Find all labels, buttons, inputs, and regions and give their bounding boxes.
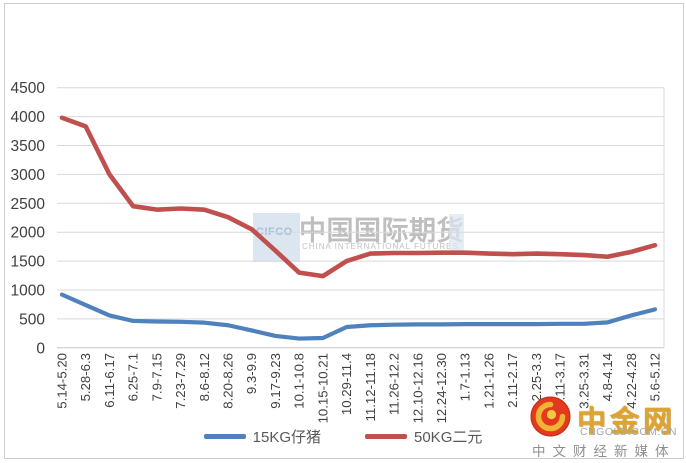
svg-text:5.28-6.3: 5.28-6.3 [78, 353, 93, 401]
svg-text:6.11-6.17: 6.11-6.17 [102, 353, 117, 408]
svg-text:3000: 3000 [11, 167, 46, 184]
svg-text:2500: 2500 [11, 196, 46, 213]
svg-text:7.23-7.29: 7.23-7.29 [173, 353, 188, 409]
y-axis-labels: 0 500 1000 1500 2000 2500 3000 3500 4000 4500 [11, 80, 46, 357]
svg-text:3.25-3.31: 3.25-3.31 [576, 353, 591, 409]
svg-text:11.12-11.18: 11.12-11.18 [363, 353, 378, 421]
svg-text:10.1-10.8: 10.1-10.8 [292, 353, 307, 409]
legend-item-piglet-15kg: 15KG仔猪 [203, 426, 321, 447]
svg-text:10.15-10.21: 10.15-10.21 [315, 353, 330, 423]
svg-text:9.17-9.23: 9.17-9.23 [268, 353, 283, 409]
svg-text:2000: 2000 [11, 225, 46, 242]
watermark-title: 中国国际期货 [299, 216, 464, 246]
svg-text:3.11-3.17: 3.11-3.17 [553, 353, 568, 408]
x-axis-labels: 5.14-5.20 5.28-6.3 6.11-6.17 6.25-7.1 7.9-7.… [54, 353, 662, 423]
legend-label-piglet-15kg: 15KG仔猪 [252, 429, 321, 446]
svg-text:500: 500 [19, 311, 45, 328]
svg-text:9.3-9.9: 9.3-9.9 [244, 353, 259, 394]
series-line-red-50kg [59, 115, 658, 279]
svg-text:1.7-1.13: 1.7-1.13 [458, 353, 473, 401]
svg-text:5.6-5.12: 5.6-5.12 [647, 353, 662, 401]
svg-text:4.22-4.28: 4.22-4.28 [624, 353, 639, 409]
svg-text:2.11-2.17: 2.11-2.17 [505, 353, 520, 408]
svg-text:8.6-8.12: 8.6-8.12 [197, 353, 212, 401]
svg-text:10.29-11.4: 10.29-11.4 [339, 353, 354, 415]
legend-item-gilt-50kg: 50KG二元 [365, 426, 482, 447]
watermark-subtitle: CHINA INTERNATIONAL FUTURES [302, 242, 459, 251]
svg-text:4500: 4500 [11, 80, 46, 97]
svg-text:1500: 1500 [11, 254, 46, 271]
series-line-blue-15kg [59, 292, 658, 341]
svg-text:4000: 4000 [11, 109, 46, 126]
svg-text:2.25-3.3: 2.25-3.3 [529, 353, 544, 401]
legend-label-gilt-50kg: 50KG二元 [414, 429, 483, 446]
svg-text:12.10-12.16: 12.10-12.16 [410, 353, 425, 423]
legend-line-swatch-blue [203, 434, 246, 439]
svg-text:0: 0 [36, 340, 45, 357]
svg-text:3500: 3500 [11, 138, 46, 155]
svg-text:4.8-4.14: 4.8-4.14 [600, 353, 615, 401]
svg-text:1.21-1.26: 1.21-1.26 [481, 353, 496, 409]
svg-text:11.26-12.2: 11.26-12.2 [387, 353, 402, 415]
svg-text:8.20-8.26: 8.20-8.26 [221, 353, 236, 409]
y-gridlines [57, 87, 665, 349]
svg-text:1000: 1000 [11, 283, 46, 300]
svg-text:7.9-7.15: 7.9-7.15 [149, 353, 164, 401]
chart-legend: 15KG仔猪 50KG二元 [0, 426, 686, 447]
svg-text:6.25-7.1: 6.25-7.1 [126, 353, 141, 401]
svg-text:12.24-12.30: 12.24-12.30 [434, 353, 449, 423]
svg-text:5.14-5.20: 5.14-5.20 [54, 353, 69, 409]
legend-line-swatch-red [365, 434, 407, 439]
